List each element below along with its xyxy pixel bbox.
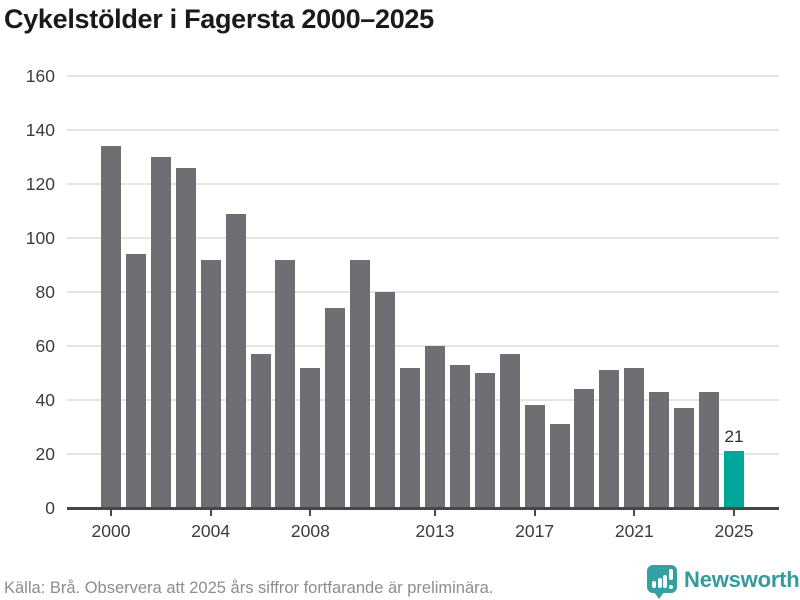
highlight-value-label: 21 [724, 427, 744, 447]
gridline-160 [67, 75, 779, 77]
bar-2010 [350, 259, 371, 508]
bar-2018 [549, 424, 570, 508]
gridline-40 [67, 399, 779, 401]
bar-2013 [424, 346, 445, 508]
bar-2025 [724, 451, 744, 508]
bar-2021 [624, 367, 645, 508]
y-axis-label-120: 120 [25, 174, 55, 194]
gridline-120 [67, 183, 779, 185]
x-axis-label-2008: 2008 [290, 521, 330, 541]
x-axis-line [67, 506, 779, 510]
x-axis-label-2000: 2000 [91, 521, 131, 541]
x-axis-label-2004: 2004 [191, 521, 231, 541]
bar-2005 [225, 213, 246, 508]
chart-title: Cykelstölder i Fagersta 2000–2025 [4, 4, 434, 34]
bar-2006 [250, 354, 271, 508]
bar-2015 [474, 373, 495, 508]
bar-2022 [649, 391, 670, 508]
y-axis-label-20: 20 [35, 444, 55, 464]
x-axis-tick-2008 [309, 510, 312, 516]
bar-2009 [325, 308, 346, 508]
newsworthy-logo-text: Newsworthy [684, 567, 800, 592]
bar-2001 [125, 254, 146, 508]
x-axis-tick-2013 [433, 510, 436, 516]
bar-2007 [275, 259, 296, 508]
x-axis-label-2021: 2021 [614, 521, 654, 541]
x-axis-label-2017: 2017 [515, 521, 555, 541]
y-axis-label-0: 0 [45, 498, 55, 518]
gridline-80 [67, 291, 779, 293]
gridline-60 [67, 345, 779, 347]
y-axis-label-40: 40 [35, 390, 55, 410]
newsworthy-speech-bubble-bar-chart-icon [647, 565, 677, 593]
bar-2024 [699, 391, 720, 508]
source-note: Källa: Brå. Observera att 2025 års siffr… [4, 579, 494, 597]
gridline-20 [67, 453, 779, 455]
bar-2019 [574, 389, 595, 508]
bar-2004 [200, 259, 221, 508]
bar-2000 [101, 146, 121, 508]
bar-2016 [499, 354, 520, 508]
bar-2003 [175, 167, 196, 508]
bar-2008 [300, 367, 321, 508]
x-axis-tick-2021 [633, 510, 636, 516]
y-axis-label-140: 140 [25, 120, 55, 140]
x-axis-label-2013: 2013 [415, 521, 455, 541]
bar-2020 [599, 370, 620, 508]
gridline-100 [67, 237, 779, 239]
logo-exclamation-dot [668, 584, 673, 589]
gridline-140 [67, 129, 779, 131]
plot-area [67, 75, 779, 516]
logo-bar-medium [657, 578, 662, 588]
bar-2012 [400, 367, 421, 508]
x-axis-label-2025: 2025 [714, 521, 754, 541]
x-axis-tick-2017 [533, 510, 536, 516]
logo-bar-large [663, 575, 667, 588]
x-axis-tick-2025 [733, 510, 735, 516]
newsworthy-logo: Newsworthy [646, 564, 800, 600]
bar-2002 [150, 157, 171, 508]
bar-2014 [449, 364, 470, 508]
bar-2023 [674, 408, 695, 508]
logo-bar-small [652, 581, 656, 588]
bar-2017 [524, 405, 545, 508]
x-axis-tick-2000 [110, 510, 112, 516]
logo-exclamation-bar [668, 569, 673, 580]
y-axis-label-100: 100 [25, 228, 55, 248]
y-axis-label-80: 80 [35, 282, 55, 302]
logo-speech-tail [654, 592, 664, 599]
bar-2011 [375, 292, 396, 508]
x-axis-tick-2004 [209, 510, 212, 516]
y-axis-label-60: 60 [35, 336, 55, 356]
y-axis-label-160: 160 [25, 66, 55, 86]
